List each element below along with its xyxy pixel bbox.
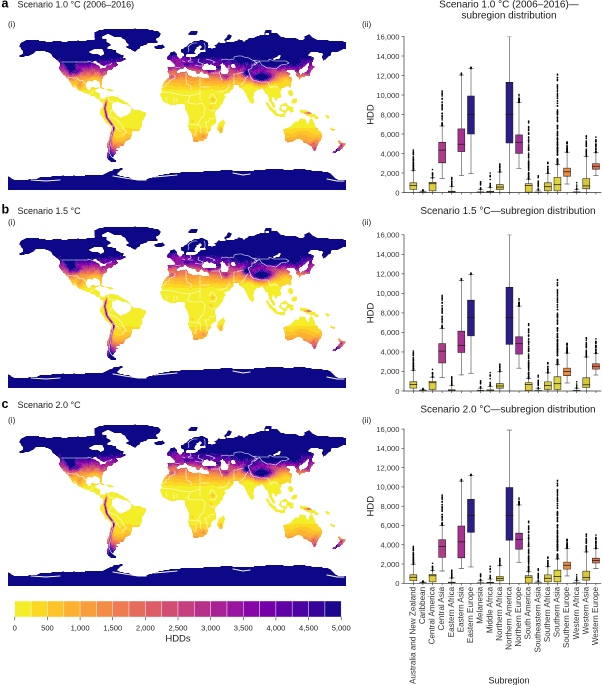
svg-text:0: 0 bbox=[395, 188, 399, 197]
svg-text:12,000: 12,000 bbox=[376, 270, 399, 279]
svg-text:4,000: 4,000 bbox=[266, 623, 285, 632]
svg-text:HDDs: HDDs bbox=[165, 634, 191, 645]
svg-text:1,000: 1,000 bbox=[71, 623, 90, 632]
svg-text:Scenario 1.0 °C (2006–2016): Scenario 1.0 °C (2006–2016) bbox=[18, 0, 135, 9]
svg-text:10,000: 10,000 bbox=[376, 483, 399, 492]
svg-text:3,000: 3,000 bbox=[201, 623, 220, 632]
svg-text:10,000: 10,000 bbox=[376, 91, 399, 100]
svg-text:Australia and New Zealand: Australia and New Zealand bbox=[408, 587, 417, 684]
svg-text:HDD: HDD bbox=[365, 104, 376, 125]
svg-text:Caribbean: Caribbean bbox=[418, 587, 427, 624]
svg-text:b: b bbox=[2, 203, 10, 217]
svg-text:4,000: 4,000 bbox=[380, 149, 399, 158]
svg-text:6,000: 6,000 bbox=[380, 328, 399, 337]
svg-text:Northern Africa: Northern Africa bbox=[495, 586, 504, 640]
svg-text:12,000: 12,000 bbox=[376, 71, 399, 80]
svg-text:4,500: 4,500 bbox=[299, 623, 318, 632]
svg-text:0: 0 bbox=[395, 387, 399, 396]
svg-text:(ii): (ii) bbox=[362, 415, 371, 425]
svg-text:Scenario 1.5 °C: Scenario 1.5 °C bbox=[18, 206, 82, 216]
svg-text:HDD: HDD bbox=[365, 302, 376, 323]
svg-text:(i): (i) bbox=[8, 217, 16, 227]
svg-text:8,000: 8,000 bbox=[380, 110, 399, 119]
svg-text:(i): (i) bbox=[8, 19, 16, 29]
svg-text:Scenario 1.5 °C—subregion dist: Scenario 1.5 °C—subregion distribution bbox=[420, 206, 595, 217]
svg-text:Subregion: Subregion bbox=[488, 676, 529, 685]
svg-text:Northern Europe: Northern Europe bbox=[514, 586, 523, 646]
svg-text:Southern Africa: Southern Africa bbox=[543, 586, 552, 642]
svg-text:Southern Asia: Southern Asia bbox=[553, 586, 562, 637]
svg-text:c: c bbox=[2, 397, 9, 411]
svg-text:Western Africa: Western Africa bbox=[572, 586, 581, 639]
svg-text:(ii): (ii) bbox=[362, 19, 371, 29]
svg-text:2,000: 2,000 bbox=[380, 367, 399, 376]
svg-text:subregion distribution: subregion distribution bbox=[461, 11, 556, 22]
svg-text:12,000: 12,000 bbox=[376, 463, 399, 472]
svg-text:14,000: 14,000 bbox=[376, 250, 399, 259]
svg-text:4,000: 4,000 bbox=[380, 541, 399, 550]
svg-text:1,500: 1,500 bbox=[103, 623, 122, 632]
svg-text:Southeastern Asia: Southeastern Asia bbox=[533, 586, 542, 652]
svg-text:3,500: 3,500 bbox=[234, 623, 253, 632]
svg-text:14,000: 14,000 bbox=[376, 52, 399, 61]
svg-text:8,000: 8,000 bbox=[380, 309, 399, 318]
svg-text:16,000: 16,000 bbox=[376, 231, 399, 240]
svg-text:South America: South America bbox=[524, 586, 533, 639]
svg-text:Scenario 1.0 °C (2006–2016)—: Scenario 1.0 °C (2006–2016)— bbox=[439, 0, 579, 10]
svg-text:6,000: 6,000 bbox=[380, 130, 399, 139]
svg-text:Middle Africa: Middle Africa bbox=[485, 586, 494, 633]
svg-text:Western Europe: Western Europe bbox=[591, 586, 600, 645]
svg-text:Melanesia: Melanesia bbox=[476, 586, 485, 623]
svg-text:16,000: 16,000 bbox=[376, 425, 399, 434]
svg-text:(i): (i) bbox=[8, 415, 16, 425]
svg-text:Eastern Africa: Eastern Africa bbox=[447, 586, 456, 637]
svg-text:Eastern Europe: Eastern Europe bbox=[466, 586, 475, 643]
svg-text:Western Asia: Western Asia bbox=[581, 586, 590, 634]
svg-text:8,000: 8,000 bbox=[380, 502, 399, 511]
svg-text:Central Asia: Central Asia bbox=[437, 586, 446, 630]
svg-text:Southern Europe: Southern Europe bbox=[562, 586, 571, 648]
svg-text:0: 0 bbox=[395, 579, 399, 588]
svg-text:0: 0 bbox=[13, 623, 17, 632]
svg-text:Scenario 2.0 °C: Scenario 2.0 °C bbox=[18, 400, 82, 410]
svg-text:6,000: 6,000 bbox=[380, 521, 399, 530]
svg-text:Scenario 2.0 °C—subregion dist: Scenario 2.0 °C—subregion distribution bbox=[420, 404, 595, 415]
svg-text:2,500: 2,500 bbox=[168, 623, 187, 632]
svg-text:Eastern Asia: Eastern Asia bbox=[456, 586, 465, 632]
svg-text:a: a bbox=[2, 0, 10, 11]
svg-text:2,000: 2,000 bbox=[380, 560, 399, 569]
svg-text:10,000: 10,000 bbox=[376, 289, 399, 298]
svg-text:Northern America: Northern America bbox=[505, 586, 514, 649]
svg-text:16,000: 16,000 bbox=[376, 32, 399, 41]
svg-text:(ii): (ii) bbox=[362, 217, 371, 227]
svg-text:2,000: 2,000 bbox=[380, 169, 399, 178]
svg-text:Central America: Central America bbox=[428, 586, 437, 644]
svg-text:14,000: 14,000 bbox=[376, 444, 399, 453]
svg-text:2,000: 2,000 bbox=[136, 623, 155, 632]
svg-text:5,000: 5,000 bbox=[332, 623, 351, 632]
svg-text:HDD: HDD bbox=[365, 496, 376, 517]
svg-text:4,000: 4,000 bbox=[380, 348, 399, 357]
svg-text:500: 500 bbox=[41, 623, 54, 632]
